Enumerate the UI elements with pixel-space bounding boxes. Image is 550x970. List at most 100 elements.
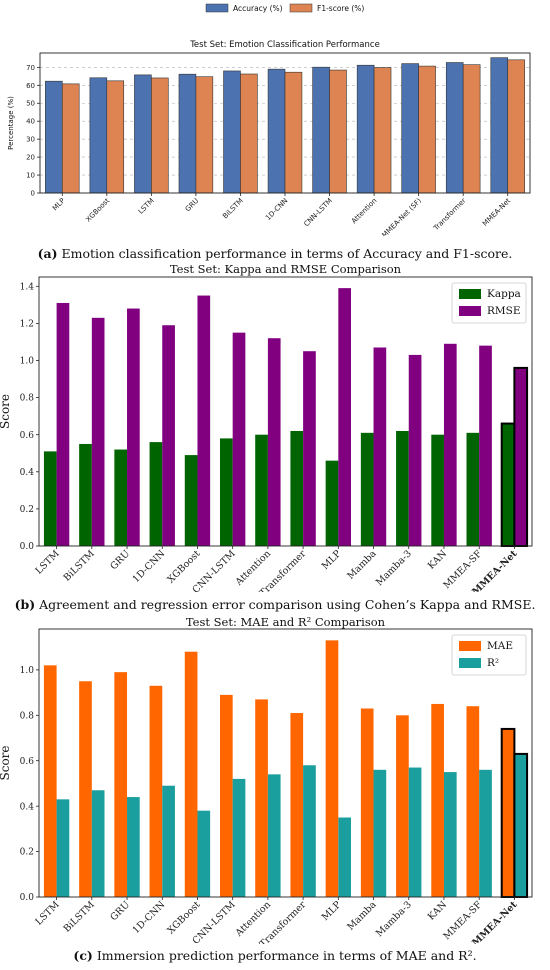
bar-series1 xyxy=(466,706,480,897)
bar-series2 xyxy=(408,354,422,546)
bar-series1 xyxy=(79,443,92,546)
caption-b-tag: (b) xyxy=(14,597,36,612)
bar-series2 xyxy=(197,810,211,897)
bar-series2 xyxy=(373,67,392,194)
y-tick-label: 1.0 xyxy=(20,666,35,676)
x-tick-label: KAN xyxy=(426,899,449,922)
bar-series2 xyxy=(267,774,281,897)
y-tick-label: 0.2 xyxy=(20,848,34,858)
x-tick-label: Mamba xyxy=(345,899,379,933)
mae-r2-chart: Test Set: MAE and R² Comparison 0.0 0.2 0.4… xyxy=(0,615,533,944)
chart-title: Test Set: Emotion Classification Perform… xyxy=(189,40,380,50)
x-tick-label: Mamba-3 xyxy=(374,899,414,939)
x-tick-label: CNN-LSTM xyxy=(302,197,333,228)
caption-a-text: Emotion classification performance in te… xyxy=(61,246,513,261)
bar-series1 xyxy=(466,432,480,546)
bar-series2 xyxy=(373,347,387,546)
y-tick-label: 0.4 xyxy=(20,802,35,812)
legend-swatch xyxy=(459,306,481,316)
bar-series1 xyxy=(114,449,128,546)
bar-series1 xyxy=(396,430,409,546)
x-tick-label: 1D-CNN xyxy=(131,899,168,936)
bar-series1 xyxy=(255,434,268,546)
caption-a: (a) Emotion classification performance i… xyxy=(0,246,550,261)
caption-c-tag: (c) xyxy=(73,948,93,963)
bar-series2 xyxy=(56,302,70,546)
plot-frame xyxy=(38,628,533,898)
y-tick-label: 1.0 xyxy=(20,357,35,367)
bar-series1 xyxy=(325,460,339,546)
bar-series2 xyxy=(507,59,525,194)
x-tick-label: MMEA-Net xyxy=(481,197,512,228)
chart-panel-b: Test Set: Kappa and RMSE Comparison 0.0 0.… xyxy=(0,262,550,592)
bar-series1 xyxy=(401,63,419,194)
bar-series2 xyxy=(106,80,125,194)
bar-series2 xyxy=(195,76,214,194)
caption-a-tag: (a) xyxy=(37,246,58,261)
legend-swatch xyxy=(205,3,229,13)
y-tick-label: 10 xyxy=(26,172,35,180)
x-tick-label: MLP xyxy=(320,899,344,923)
bar-series2 xyxy=(151,77,169,194)
bar-series2 xyxy=(479,769,492,897)
bar-series1 xyxy=(43,451,57,546)
caption-b-text: Agreement and regression error compariso… xyxy=(39,597,536,612)
bar-series2 xyxy=(56,799,70,897)
x-tick-label: LSTM xyxy=(34,899,62,927)
chart-panel-a: Test Set: Emotion Classification Perform… xyxy=(0,0,550,236)
bar-series2 xyxy=(162,325,175,546)
legend-label: Kappa xyxy=(487,288,521,300)
bar-series2 xyxy=(408,767,422,897)
legend-label: F1-score (%) xyxy=(317,4,364,13)
x-tick-label: LSTM xyxy=(34,548,62,576)
y-tick-label: 0.4 xyxy=(20,468,35,478)
bar-series1 xyxy=(223,70,241,194)
plot-frame xyxy=(38,276,533,547)
bar-series1 xyxy=(360,708,374,897)
bar-series1 xyxy=(490,57,509,194)
y-tick-label: 70 xyxy=(26,64,35,72)
kappa-rmse-chart: Test Set: Kappa and RMSE Comparison 0.0 0.… xyxy=(0,262,533,592)
bar-series2 xyxy=(197,295,211,546)
legend-label: MAE xyxy=(487,640,513,652)
bar-series1 xyxy=(290,713,304,897)
chart-title: Test Set: Kappa and RMSE Comparison xyxy=(170,262,402,276)
bar-series1 xyxy=(255,699,268,897)
bar-series2 xyxy=(267,338,281,546)
bar-series2 xyxy=(303,351,316,546)
chart-title: Test Set: MAE and R² Comparison xyxy=(186,615,386,629)
bar-series1 xyxy=(396,715,409,897)
bar-series2 xyxy=(373,769,387,897)
bar-series1 xyxy=(220,694,233,897)
bar-series2 xyxy=(418,65,436,194)
legend-label: Accuracy (%) xyxy=(233,4,283,13)
bar-series1 xyxy=(79,681,92,897)
bar-series1 xyxy=(431,703,444,897)
x-tick-label: GRU xyxy=(184,197,201,214)
x-tick-label: KAN xyxy=(426,548,449,571)
bar-series2 xyxy=(127,797,140,897)
x-tick-label: BiLSTM xyxy=(62,548,97,583)
bar-series2 xyxy=(162,785,175,897)
x-tick-label: XGBoost xyxy=(84,197,111,224)
bar-series1 xyxy=(178,73,197,194)
bar-series1 xyxy=(431,434,444,546)
bar-series1 xyxy=(312,66,330,194)
bar-series2 xyxy=(127,308,140,546)
bar-series1 xyxy=(149,685,163,897)
y-tick-label: 0 xyxy=(31,189,35,197)
y-tick-label: 40 xyxy=(26,118,35,126)
x-tick-label: LSTM xyxy=(137,197,156,216)
y-axis-label: Score xyxy=(0,745,12,780)
legend-swatch xyxy=(459,641,481,651)
bar-series2 xyxy=(240,73,258,194)
bar-series1 xyxy=(43,665,57,897)
x-tick-label: Transformer xyxy=(432,197,468,233)
bar-series1 xyxy=(184,455,198,546)
x-tick-label: MLP xyxy=(320,548,344,572)
legend-swatch xyxy=(459,289,481,299)
bar-series2 xyxy=(91,790,105,897)
x-tick-label: Mamba xyxy=(345,548,379,582)
bar-series2 xyxy=(61,83,80,194)
y-tick-label: 0.6 xyxy=(20,431,35,441)
